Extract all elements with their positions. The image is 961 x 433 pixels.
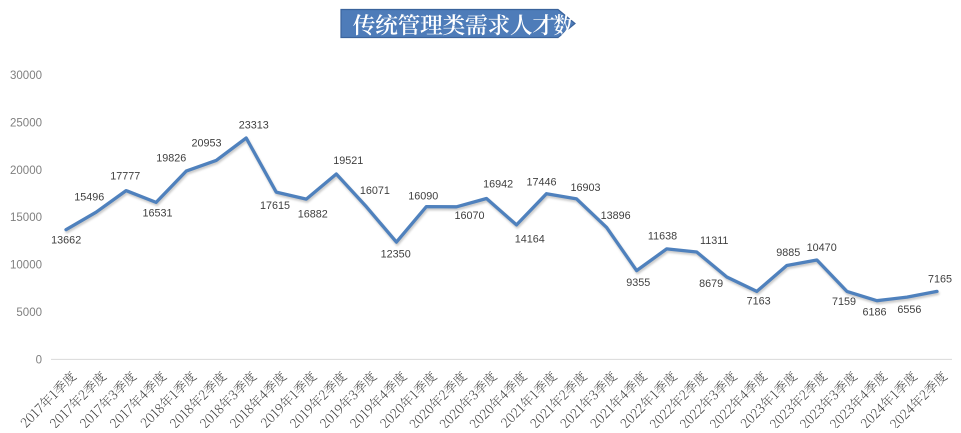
svg-text:11638: 11638 bbox=[648, 231, 677, 243]
svg-text:19521: 19521 bbox=[333, 155, 363, 167]
svg-text:16071: 16071 bbox=[360, 185, 390, 197]
svg-text:16942: 16942 bbox=[483, 178, 513, 190]
svg-text:12350: 12350 bbox=[381, 249, 411, 261]
svg-text:11311: 11311 bbox=[700, 235, 728, 247]
svg-text:20953: 20953 bbox=[191, 137, 221, 149]
svg-text:16903: 16903 bbox=[570, 182, 600, 194]
svg-text:19826: 19826 bbox=[156, 153, 186, 165]
svg-text:13896: 13896 bbox=[601, 210, 631, 222]
svg-text:17615: 17615 bbox=[260, 200, 290, 212]
svg-text:16070: 16070 bbox=[454, 210, 484, 222]
svg-text:7165: 7165 bbox=[928, 274, 952, 286]
svg-text:15000: 15000 bbox=[10, 212, 42, 224]
svg-text:8679: 8679 bbox=[699, 278, 723, 290]
svg-text:14164: 14164 bbox=[515, 234, 545, 246]
svg-text:7163: 7163 bbox=[747, 296, 771, 308]
svg-text:6556: 6556 bbox=[897, 304, 921, 316]
svg-text:9355: 9355 bbox=[626, 277, 650, 289]
svg-text:23313: 23313 bbox=[239, 120, 269, 132]
svg-text:6186: 6186 bbox=[862, 307, 886, 319]
svg-text:10470: 10470 bbox=[807, 242, 837, 254]
svg-text:25000: 25000 bbox=[10, 117, 42, 129]
svg-text:15496: 15496 bbox=[74, 192, 104, 204]
svg-text:17446: 17446 bbox=[526, 177, 556, 189]
svg-text:9885: 9885 bbox=[776, 247, 800, 259]
svg-text:16882: 16882 bbox=[298, 208, 328, 220]
svg-text:17777: 17777 bbox=[110, 170, 140, 182]
svg-text:16090: 16090 bbox=[408, 190, 438, 202]
svg-text:10000: 10000 bbox=[10, 260, 42, 272]
svg-text:0: 0 bbox=[36, 355, 42, 367]
svg-text:20000: 20000 bbox=[10, 165, 42, 177]
svg-text:30000: 30000 bbox=[10, 70, 42, 82]
svg-text:16531: 16531 bbox=[142, 208, 172, 220]
svg-text:5000: 5000 bbox=[16, 307, 42, 319]
svg-text:7159: 7159 bbox=[832, 296, 856, 308]
svg-text:13662: 13662 bbox=[51, 234, 81, 246]
